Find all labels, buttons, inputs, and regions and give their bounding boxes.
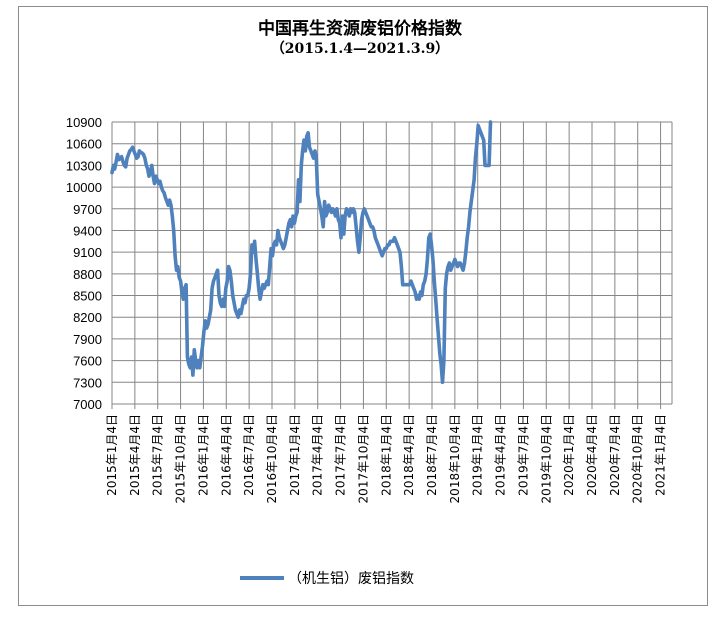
y-tick-label: 7300 [73, 375, 102, 390]
x-tick-label: 2020年10月4日 [631, 414, 645, 503]
x-tick-label: 2017年4月4日 [311, 414, 325, 496]
x-tick-label: 2016年7月4日 [242, 414, 256, 496]
x-tick-label: 2020年7月4日 [608, 414, 622, 496]
x-tick-label: 2020年1月4日 [562, 414, 576, 496]
x-tick-label: 2015年1月4日 [105, 414, 119, 496]
y-tick-label: 7000 [73, 397, 102, 412]
x-tick-label: 2020年4月4日 [585, 414, 599, 496]
x-tick-label: 2015年4月4日 [128, 414, 142, 496]
x-tick-label: 2021年1月4日 [654, 414, 668, 496]
x-tick-label: 2015年10月4日 [174, 414, 188, 503]
x-tick-label: 2015年7月4日 [151, 414, 165, 496]
y-tick-label: 8500 [73, 289, 102, 304]
y-tick-label: 9400 [73, 223, 102, 238]
y-tick-label: 9700 [73, 202, 102, 217]
legend-label: （机生铝）废铝指数 [288, 571, 414, 587]
y-tick-label: 8200 [73, 310, 102, 325]
x-tick-label: 2019年7月4日 [516, 414, 530, 496]
y-tick-label: 10300 [66, 158, 102, 173]
series-line [110, 120, 493, 385]
x-tick-label: 2018年7月4日 [425, 414, 439, 496]
x-tick-label: 2018年10月4日 [448, 414, 462, 503]
x-tick-label: 2019年4月4日 [494, 414, 508, 496]
x-tick-label: 2018年4月4日 [402, 414, 416, 496]
y-tick-label: 8800 [73, 267, 102, 282]
x-tick-label: 2017年1月4日 [288, 414, 302, 496]
y-tick-label: 10900 [66, 115, 102, 130]
y-tick-label: 10000 [66, 180, 102, 195]
x-tick-label: 2016年10月4日 [265, 414, 279, 503]
x-tick-label: 2017年7月4日 [334, 414, 348, 496]
x-tick-label: 2016年1月4日 [196, 414, 210, 496]
x-tick-label: 2019年10月4日 [539, 414, 553, 503]
x-tick-label: 2019年1月4日 [471, 414, 485, 496]
y-tick-label: 10600 [66, 137, 102, 152]
y-tick-label: 7900 [73, 332, 102, 347]
y-tick-label: 9100 [73, 245, 102, 260]
x-tick-label: 2016年4月4日 [219, 414, 233, 496]
x-tick-label: 2017年10月4日 [356, 414, 370, 503]
chart-title: 中国再生资源废铝价格指数 [258, 19, 462, 39]
y-tick-label: 7600 [73, 354, 102, 369]
x-tick-label: 2018年1月4日 [379, 414, 393, 496]
chart-subtitle: （2015.1.4—2021.3.9） [270, 41, 450, 57]
